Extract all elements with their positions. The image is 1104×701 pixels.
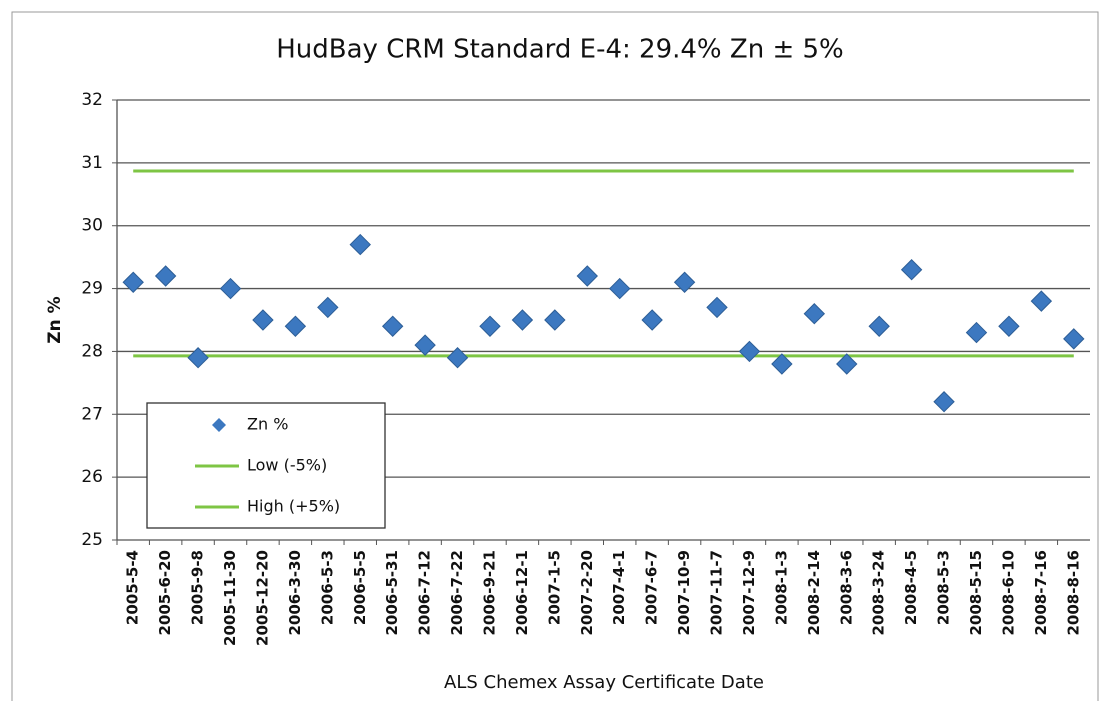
- point: [511, 309, 534, 331]
- x-tick-label: 2006-7-12: [416, 550, 434, 636]
- point: [803, 303, 826, 325]
- point: [771, 353, 793, 375]
- point: [673, 271, 696, 293]
- point: [252, 309, 274, 331]
- y-tick-label: 25: [81, 530, 103, 550]
- y-tick-label: 26: [81, 467, 103, 487]
- x-tick-label: 2006-5-31: [383, 550, 401, 636]
- x-tick-label: 2006-3-30: [286, 550, 304, 636]
- legend-box: [146, 402, 386, 529]
- point: [154, 265, 177, 287]
- x-tick-label: 2008-1-3: [772, 550, 790, 625]
- x-tick-label: 2005-6-20: [156, 550, 174, 636]
- x-tick-label: 2005-12-20: [253, 550, 271, 646]
- y-tick-label: 29: [81, 279, 103, 299]
- legend-marker: [212, 418, 226, 432]
- point: [998, 315, 1020, 337]
- y-tick-label: 32: [81, 90, 103, 110]
- point: [1030, 290, 1053, 312]
- y-axis-label: Zn %: [45, 296, 65, 343]
- frame: [11, 11, 1099, 701]
- point: [609, 277, 631, 300]
- point: [836, 353, 858, 375]
- legend-label: High (+5%): [247, 497, 340, 516]
- point: [965, 321, 988, 344]
- x-axis-label: ALS Chemex Assay Certificate Date: [444, 672, 764, 693]
- chart-title: HudBay CRM Standard E-4: 29.4% Zn ± 5%: [276, 35, 844, 65]
- x-tick-label: 2006-5-3: [318, 550, 336, 625]
- point: [738, 340, 761, 363]
- x-tick-label: 2005-11-30: [221, 550, 239, 646]
- x-tick-label: 2006-12-1: [513, 550, 531, 636]
- point: [576, 265, 598, 287]
- point: [868, 315, 890, 337]
- point: [900, 259, 923, 281]
- x-tick-label: 2008-6-10: [999, 550, 1017, 636]
- x-tick-label: 2006-9-21: [480, 550, 498, 636]
- point: [414, 334, 436, 356]
- point: [446, 347, 469, 369]
- x-tick-label: 2008-7-16: [1032, 550, 1050, 636]
- point: [219, 277, 242, 300]
- x-tick-label: 2006-5-5: [351, 550, 369, 625]
- x-tick-label: 2007-12-9: [740, 550, 758, 636]
- point: [544, 309, 566, 331]
- point: [1063, 328, 1085, 350]
- x-tick-label: 2008-5-15: [967, 550, 985, 636]
- x-tick-label: 2007-4-1: [610, 550, 628, 625]
- y-tick-label: 30: [81, 216, 103, 236]
- point: [122, 271, 144, 293]
- legend-label: Zn %: [247, 415, 288, 434]
- point: [641, 309, 663, 331]
- y-tick-label: 27: [81, 404, 103, 424]
- point: [933, 391, 955, 413]
- point: [284, 315, 307, 337]
- x-tick-label: 2007-2-20: [578, 550, 596, 636]
- x-tick-label: 2007-11-7: [708, 550, 726, 636]
- x-tick-label: 2008-3-24: [870, 550, 888, 636]
- x-tick-label: 2007-1-5: [545, 550, 563, 625]
- x-tick-label: 2005-9-8: [189, 550, 207, 625]
- x-tick-label: 2007-10-9: [675, 550, 693, 636]
- x-tick-label: 2008-8-16: [1064, 550, 1082, 636]
- x-tick-label: 2007-6-7: [643, 550, 661, 625]
- x-tick-label: 2006-7-22: [448, 550, 466, 636]
- point: [317, 296, 339, 319]
- point: [349, 233, 371, 256]
- x-tick-label: 2008-2-14: [805, 550, 823, 636]
- legend-label: Low (-5%): [247, 456, 327, 475]
- x-tick-label: 2008-4-5: [902, 550, 920, 625]
- y-tick-label: 28: [81, 341, 103, 361]
- point: [381, 315, 404, 337]
- point: [187, 347, 209, 369]
- x-tick-label: 2008-3-6: [837, 550, 855, 625]
- point: [479, 315, 501, 337]
- x-tick-label: 2008-5-3: [935, 550, 953, 625]
- y-tick-label: 31: [81, 153, 103, 173]
- x-tick-label: 2005-5-4: [124, 550, 142, 625]
- point: [706, 296, 728, 319]
